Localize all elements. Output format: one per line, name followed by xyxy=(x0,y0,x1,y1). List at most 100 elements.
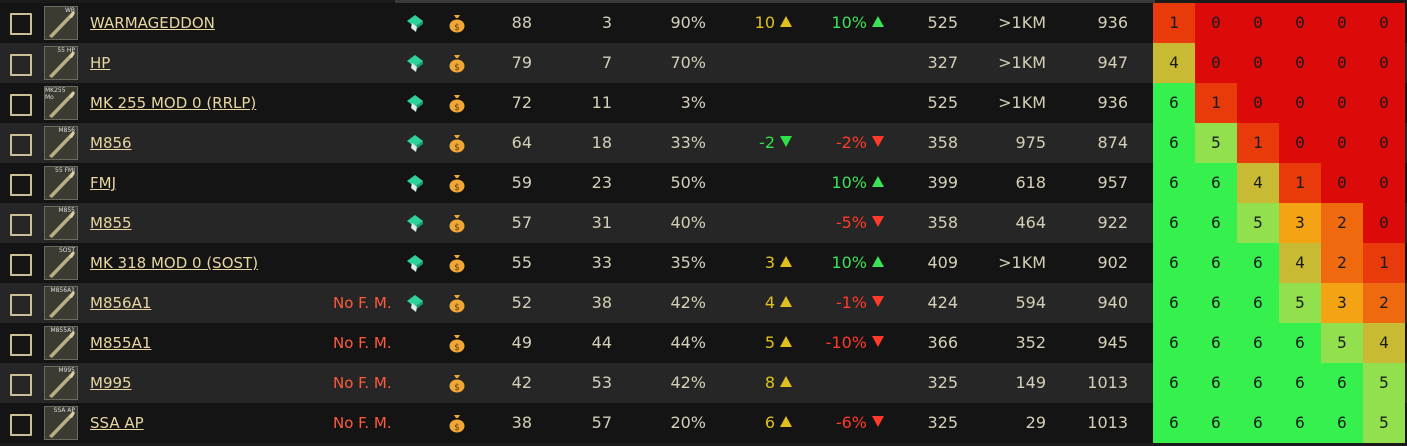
row-checkbox[interactable] xyxy=(10,414,32,436)
no-flea-market-label: No F. M. xyxy=(333,334,392,352)
penetration-value: 18 xyxy=(591,133,612,152)
ammo-thumbnail-tag: M855A1 xyxy=(50,327,75,334)
armor-class-3-effectiveness: 0 xyxy=(1237,83,1279,123)
row-checkbox[interactable] xyxy=(10,214,32,236)
armor-class-1-effectiveness: 4 xyxy=(1153,43,1195,83)
accuracy-value: -5% xyxy=(835,213,867,232)
accuracy-modifier: 10% xyxy=(810,163,884,203)
table-row: M856 M856 $ 64 18 33% -2 -2% 358 975 874… xyxy=(0,123,1407,163)
effective-range-value: 975 xyxy=(1015,133,1046,152)
flea-market-icon xyxy=(407,55,423,72)
ammo-thumbnail-tag: MK255 Mo xyxy=(45,87,66,101)
recoil-arrow-icon xyxy=(780,256,792,267)
ammo-thumbnail-icon: M855A1 xyxy=(44,326,78,360)
no-flea-market-label: No F. M. xyxy=(333,414,392,432)
ammo-thumbnail-icon: M856A1 xyxy=(44,286,78,320)
recoil-value: 6 xyxy=(764,413,775,432)
penetration-value: 53 xyxy=(591,373,612,392)
row-checkbox[interactable] xyxy=(10,334,32,356)
row-checkbox[interactable] xyxy=(10,13,32,35)
penetration-value: 23 xyxy=(591,173,612,192)
money-bag-icon: $ xyxy=(449,335,465,353)
damage-value: 49 xyxy=(511,333,532,352)
recoil-value: 8 xyxy=(764,373,775,392)
accuracy-modifier: 10% xyxy=(810,3,884,43)
armor-class-1-effectiveness: 6 xyxy=(1153,123,1195,163)
armor-class-2-effectiveness: 6 xyxy=(1195,403,1237,443)
fragmentation-value: 42% xyxy=(670,293,706,312)
ammo-name-link[interactable]: FMJ xyxy=(90,174,116,192)
row-checkbox[interactable] xyxy=(10,94,32,116)
ammo-name-link[interactable]: M995 xyxy=(90,374,132,392)
armor-class-3-effectiveness: 0 xyxy=(1237,3,1279,43)
fragmentation-value: 33% xyxy=(670,133,706,152)
armor-class-2-effectiveness: 6 xyxy=(1195,243,1237,283)
ammo-thumbnail-icon: M855 xyxy=(44,206,78,240)
projectile-speed-value: 366 xyxy=(927,333,958,352)
armor-class-4-effectiveness: 0 xyxy=(1279,43,1321,83)
armor-class-2-effectiveness: 6 xyxy=(1195,203,1237,243)
damage-value: 79 xyxy=(511,53,532,72)
row-checkbox[interactable] xyxy=(10,54,32,76)
ammo-name-link[interactable]: M856 xyxy=(90,134,132,152)
armor-class-6-effectiveness: 0 xyxy=(1363,43,1405,83)
ammo-thumbnail-icon: M856 xyxy=(44,126,78,160)
money-bag-icon: $ xyxy=(449,255,465,273)
ammo-name-link[interactable]: M855 xyxy=(90,214,132,232)
fragmentation-value: 40% xyxy=(670,213,706,232)
ammo-name-link[interactable]: MK 255 MOD 0 (RRLP) xyxy=(90,94,257,112)
armor-class-3-effectiveness: 4 xyxy=(1237,163,1279,203)
row-checkbox[interactable] xyxy=(10,134,32,156)
armor-class-3-effectiveness: 6 xyxy=(1237,283,1279,323)
effective-range-value: >1KM xyxy=(998,13,1046,32)
money-bag-icon: $ xyxy=(449,55,465,73)
ammo-thumbnail-icon: MK255 Mo xyxy=(44,86,78,120)
fragmentation-value: 42% xyxy=(670,373,706,392)
recoil-arrow-icon xyxy=(780,136,792,147)
damage-value: 42 xyxy=(511,373,532,392)
row-checkbox[interactable] xyxy=(10,254,32,276)
ammo-name-link[interactable]: HP xyxy=(90,54,111,72)
accuracy-value: -6% xyxy=(835,413,867,432)
armor-class-6-effectiveness: 0 xyxy=(1363,3,1405,43)
recoil-modifier: 3 xyxy=(740,243,792,283)
recoil-arrow-icon xyxy=(780,296,792,307)
ammo-name-link[interactable]: MK 318 MOD 0 (SOST) xyxy=(90,254,259,272)
flea-market-icon xyxy=(407,255,423,272)
armor-class-3-effectiveness: 6 xyxy=(1237,403,1279,443)
fragmentation-value: 35% xyxy=(670,253,706,272)
armor-class-6-effectiveness: 0 xyxy=(1363,203,1405,243)
accuracy-arrow-icon xyxy=(872,176,884,187)
row-checkbox[interactable] xyxy=(10,294,32,316)
ammo-thumbnail-tag: M856A1 xyxy=(50,287,75,294)
damage-value: 52 xyxy=(511,293,532,312)
armor-class-3-effectiveness: 6 xyxy=(1237,323,1279,363)
ammo-name-link[interactable]: WARMAGEDDON xyxy=(90,14,215,32)
ammo-name-link[interactable]: M856A1 xyxy=(90,294,152,312)
ammo-thumbnail-tag: WB xyxy=(64,7,75,14)
no-flea-market-label: No F. M. xyxy=(333,294,392,312)
flea-market-icon xyxy=(407,15,423,32)
row-checkbox[interactable] xyxy=(10,174,32,196)
table-row: WB WARMAGEDDON $ 88 3 90% 10 10% 525 >1K… xyxy=(0,3,1407,43)
svg-text:$: $ xyxy=(454,263,460,273)
fragmentation-value: 70% xyxy=(670,53,706,72)
projectile-speed-value: 358 xyxy=(927,133,958,152)
armor-class-4-effectiveness: 0 xyxy=(1279,3,1321,43)
accuracy-arrow-icon xyxy=(872,16,884,27)
ammo-name-link[interactable]: SSA AP xyxy=(90,414,144,432)
effective-range-value: 149 xyxy=(1015,373,1046,392)
armor-class-2-effectiveness: 6 xyxy=(1195,163,1237,203)
armor-class-5-effectiveness: 0 xyxy=(1321,163,1363,203)
armor-class-6-effectiveness: 2 xyxy=(1363,283,1405,323)
ammo-thumbnail-tag: M995 xyxy=(58,367,75,374)
armor-class-6-effectiveness: 0 xyxy=(1363,123,1405,163)
armor-class-1-effectiveness: 6 xyxy=(1153,363,1195,403)
recoil-value: 3 xyxy=(764,253,775,272)
recoil-arrow-icon xyxy=(780,416,792,427)
row-checkbox[interactable] xyxy=(10,374,32,396)
ammo-name-link[interactable]: M855A1 xyxy=(90,334,152,352)
header-divider xyxy=(395,0,1155,3)
projectile-speed-value: 525 xyxy=(927,93,958,112)
